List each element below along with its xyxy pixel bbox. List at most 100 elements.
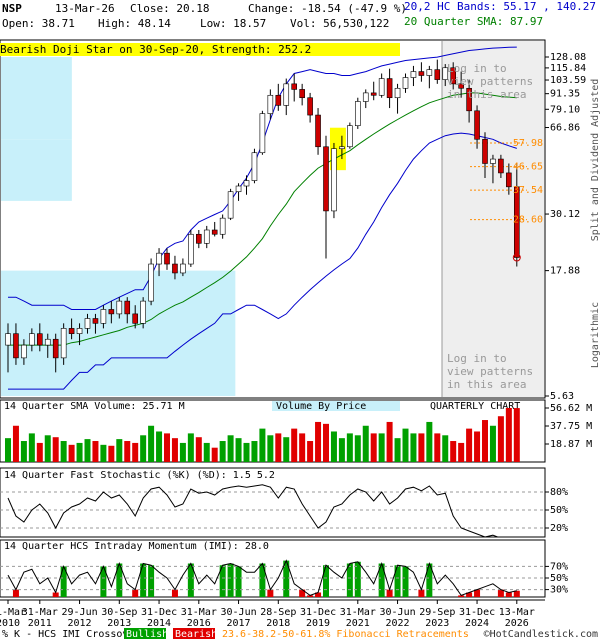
volume-bar (20, 441, 27, 462)
y-tick-label: 50% (550, 573, 568, 584)
x-tick-label: 29-Sep (419, 607, 455, 618)
momentum-bar (52, 592, 59, 597)
momentum-bar (378, 563, 385, 597)
x-tick-label: 2021 (346, 618, 370, 629)
volume-bar (76, 442, 83, 462)
volume-bar (251, 441, 258, 462)
volume-bar (497, 416, 504, 462)
volume-bar (36, 442, 43, 462)
x-tick-label: 13-Mar (499, 607, 535, 618)
momentum-bar (100, 566, 107, 597)
x-tick-label: 2012 (68, 618, 92, 629)
momentum-bar (505, 592, 512, 597)
volume-bar (291, 428, 298, 462)
candle-body (259, 113, 266, 154)
pattern-banner: Bearish Doji Star on 30-Sep-20, Strength… (0, 43, 400, 56)
candle-body (211, 229, 218, 235)
volume-bar (505, 408, 512, 462)
y-tick-label: 56.62 M (550, 403, 592, 414)
candle-body (506, 172, 512, 188)
candle-body (60, 328, 67, 359)
candle-body (196, 233, 202, 244)
volume-bar (68, 444, 75, 462)
volume-by-price (1, 57, 72, 140)
volume-bar (362, 425, 369, 462)
label-bg (272, 401, 400, 411)
momentum-bar (283, 560, 290, 597)
volume-bar (235, 438, 242, 462)
momentum-bar (402, 566, 409, 597)
candle-body (52, 338, 59, 359)
candle-body (370, 92, 377, 96)
momentum-bar (513, 590, 520, 597)
candle-body (354, 101, 361, 126)
candle-body (426, 69, 433, 76)
volume-bar (338, 438, 345, 462)
momentum-bar (132, 589, 139, 597)
y-tick-label: 17.88 (550, 266, 580, 277)
x-tick-label: 2024 (465, 618, 489, 629)
locked-area (442, 41, 544, 397)
bearish-badge (173, 628, 215, 639)
volume-bar (307, 441, 314, 462)
momentum-bar (307, 595, 314, 597)
side-label: Split and Dividend Adjusted (590, 79, 600, 242)
low: Low: 18.57 (200, 17, 266, 30)
x-tick-label: 2023 (425, 618, 449, 629)
candle-body (434, 69, 441, 80)
candle-body (450, 67, 457, 85)
momentum-bar (171, 589, 178, 597)
y-tick-label: 18.87 M (550, 439, 592, 450)
price-panel (0, 39, 546, 399)
volume-bar (100, 444, 107, 462)
volume-bar (489, 425, 496, 462)
candle-body (219, 217, 226, 235)
volume-bar (283, 437, 290, 462)
candle-body (180, 263, 186, 274)
fib-label: 28.60 (513, 215, 543, 226)
volume-bar (211, 447, 218, 462)
momentum-bar (418, 589, 425, 597)
x-tick-label: 31-Mar (181, 607, 217, 618)
candle-body (482, 138, 488, 164)
volume-bar (370, 433, 377, 462)
candle-body (291, 83, 298, 90)
candle-body (339, 146, 345, 150)
fibonacci-label: 23.6-38.2-50-61.8% Fibonacci Retracement… (222, 629, 469, 640)
x-tick-label: 2011 (28, 618, 52, 629)
bullish-badge (124, 628, 166, 639)
volume-bar (474, 431, 481, 462)
volume-bar (60, 441, 67, 462)
candle-body (410, 71, 417, 78)
candle-body (203, 229, 210, 244)
y-tick-label: 37.75 M (550, 421, 592, 432)
momentum-bar (354, 561, 361, 597)
volume-bar (418, 433, 425, 462)
candle-body (442, 67, 449, 80)
stochastic-panel (0, 467, 546, 538)
candle-body (267, 94, 274, 114)
volume-bar (275, 433, 282, 462)
candle-body (116, 300, 123, 315)
volume-bar (323, 423, 329, 462)
momentum-bar (386, 589, 393, 597)
y-tick-label: 79.10 (550, 104, 580, 115)
x-tick-label: 2019 (306, 618, 330, 629)
y-tick-label: 103.59 (550, 75, 586, 86)
y-tick-label: 70% (550, 561, 568, 572)
candle-body (156, 252, 162, 265)
y-tick-label: 66.86 (550, 123, 580, 134)
candle-body (307, 97, 313, 116)
candle-body (5, 333, 11, 346)
candle-body (498, 158, 504, 174)
x-tick-label: 31-Dec (300, 607, 336, 618)
candle-body (84, 318, 91, 329)
x-tick-label: 2017 (227, 618, 251, 629)
y-tick-label: 30% (550, 585, 568, 596)
login-notice: Log in to view patterns in this area (447, 352, 534, 391)
momentum-bar (116, 563, 123, 597)
plot-area (0, 559, 545, 597)
plot-area (0, 484, 545, 537)
candle-body (243, 180, 250, 187)
volume-bar (426, 421, 433, 462)
